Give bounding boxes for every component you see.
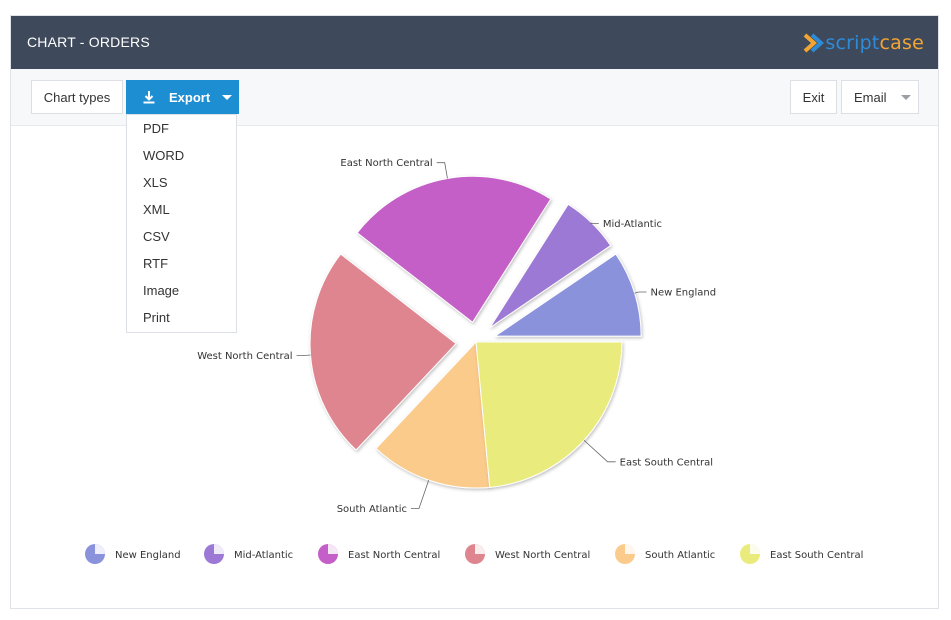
logo-mark-icon [804,33,825,53]
export-menu-item-word[interactable]: WORD [143,148,185,163]
exit-button[interactable]: Exit [790,80,837,114]
pie-label-south-atlantic: South Atlantic [337,504,407,515]
export-menu-item-csv[interactable]: CSV [143,229,170,244]
legend-pie-wedge-icon [475,544,485,554]
pie-connector-new-england [634,291,647,294]
legend-pie-wedge-icon [328,544,338,554]
chevron-down-icon [222,94,233,100]
pie-slice-east-north-central[interactable] [356,175,552,324]
pie-connector-mid-atlantic [589,222,599,224]
chart-types-label: Chart types [43,89,111,105]
toolbar: Chart types Export Exit Email [11,69,938,126]
pie-label-mid-atlantic: Mid-Atlantic [603,219,662,230]
legend-label: Mid-Atlantic [234,550,293,561]
legend-item-new-england[interactable]: New England [85,544,181,564]
legend-item-west-north-central[interactable]: West North Central [465,544,590,564]
exit-label: Exit [802,89,825,105]
email-button[interactable]: Email [841,80,919,114]
chart-types-button[interactable]: Chart types [31,80,123,114]
export-menu-item-print[interactable]: Print [143,310,170,325]
legend-item-east-north-central[interactable]: East North Central [318,544,440,564]
page-title: CHART - ORDERS [27,34,150,50]
pie-slice-new-england[interactable] [493,253,642,337]
pie-slice-east-south-central[interactable] [475,341,623,488]
export-menu-item-rtf[interactable]: RTF [143,256,169,271]
logo-text-case: case [879,32,924,54]
legend-item-mid-atlantic[interactable]: Mid-Atlantic [204,544,293,564]
download-icon [143,91,155,104]
legend-label: East South Central [770,550,863,561]
legend-pie-wedge-icon [95,544,105,554]
pie-label-new-england: New England [650,288,716,299]
pie-connector-south-atlantic [410,479,430,509]
chart-panel: CHART - ORDERS scriptcase Chart types Ex… [10,15,939,609]
legend-item-east-south-central[interactable]: East South Central [740,544,863,564]
pie-label-east-north-central: East North Central [340,158,432,169]
export-menu-item-xml[interactable]: XML [143,202,170,217]
legend-pie-wedge-icon [214,544,224,554]
export-menu-item-pdf[interactable]: PDF [143,121,169,136]
pie-connector-east-south-central [583,439,616,463]
chevron-down-icon [900,94,911,100]
legend-label: West North Central [495,550,590,561]
legend-label: East North Central [348,550,440,561]
pie-connector-east-north-central [436,162,448,179]
scriptcase-logo: scriptcase [801,29,924,57]
export-button[interactable]: Export [126,80,239,114]
email-label: Email [854,89,887,105]
pie-slice-south-atlantic[interactable] [375,340,491,489]
legend-label: New England [115,550,181,561]
export-menu-item-xls[interactable]: XLS [143,175,168,190]
export-label: Export [169,89,211,105]
logo-text-script: script [825,32,880,54]
export-menu-item-image[interactable]: Image [143,283,180,298]
legend-label: South Atlantic [645,550,715,561]
legend-pie-wedge-icon [750,544,760,554]
export-dropdown-menu: PDF WORD XLS XML CSV RTF Image Print [126,114,237,333]
app-header: CHART - ORDERS scriptcase [11,16,938,69]
pie-label-west-north-central: West North Central [197,351,292,362]
pie-label-east-south-central: East South Central [620,457,713,468]
legend-pie-wedge-icon [625,544,635,554]
legend-item-south-atlantic[interactable]: South Atlantic [615,544,715,564]
